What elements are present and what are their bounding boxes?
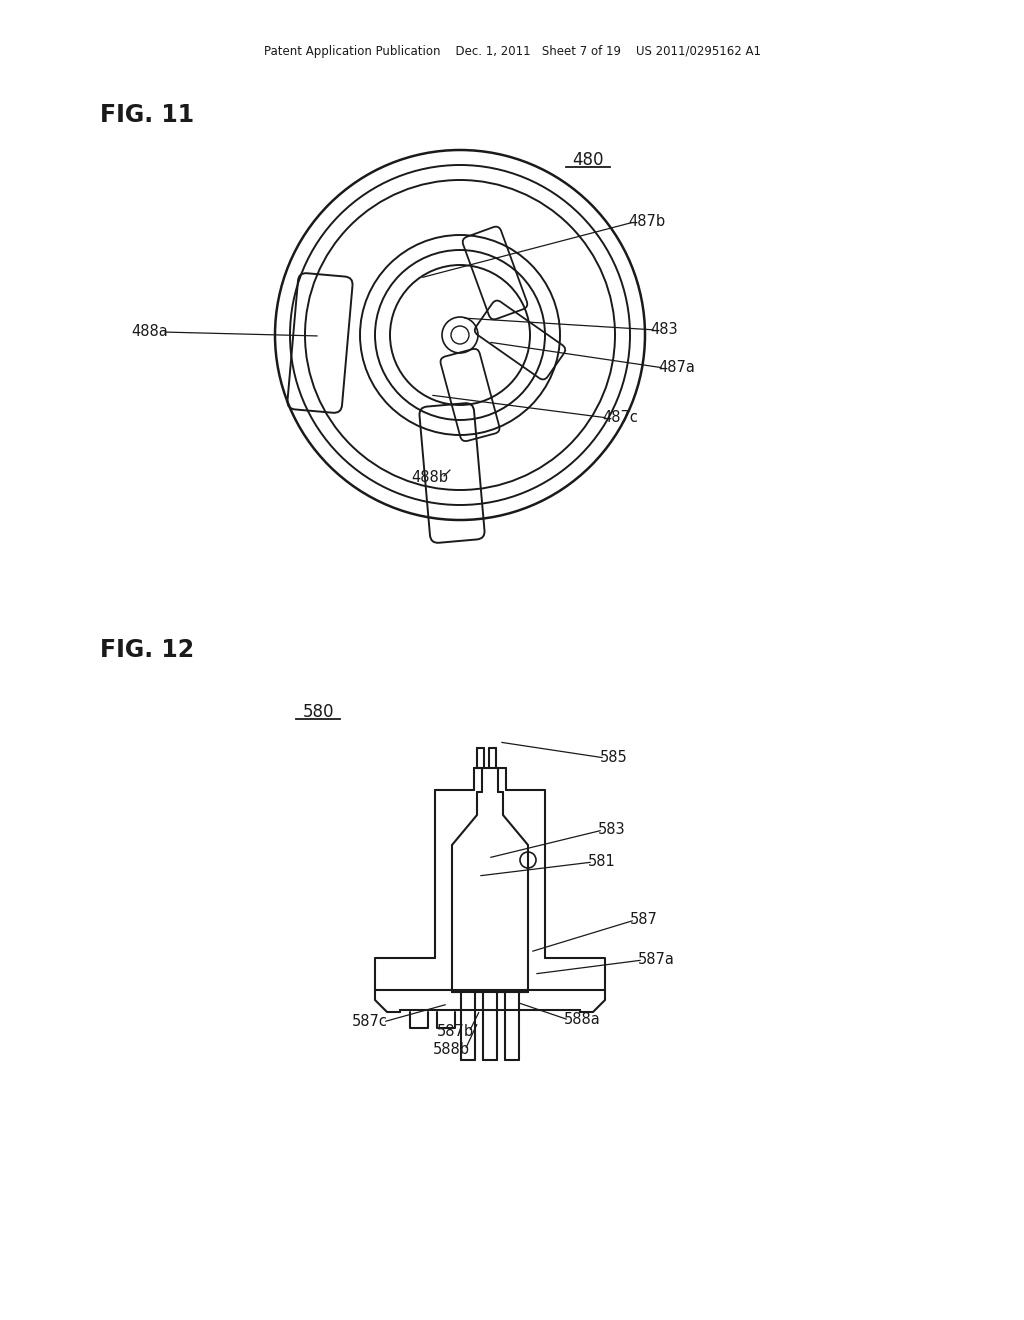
Text: 587: 587 bbox=[630, 912, 657, 928]
Text: 483: 483 bbox=[650, 322, 678, 338]
Text: 588b: 588b bbox=[433, 1043, 470, 1057]
Text: 488a: 488a bbox=[131, 325, 168, 339]
Text: 585: 585 bbox=[600, 751, 628, 766]
Text: 488b: 488b bbox=[411, 470, 449, 486]
Text: FIG. 12: FIG. 12 bbox=[100, 638, 195, 663]
Text: 487b: 487b bbox=[628, 214, 666, 230]
Text: 587a: 587a bbox=[638, 953, 675, 968]
Text: 587c: 587c bbox=[352, 1015, 388, 1030]
Text: 583: 583 bbox=[598, 822, 626, 837]
Text: 487c: 487c bbox=[602, 411, 638, 425]
Text: FIG. 11: FIG. 11 bbox=[100, 103, 195, 127]
Text: 480: 480 bbox=[572, 150, 604, 169]
Text: 487a: 487a bbox=[658, 360, 695, 375]
Text: 581: 581 bbox=[588, 854, 615, 870]
Text: 580: 580 bbox=[302, 704, 334, 721]
Text: Patent Application Publication    Dec. 1, 2011   Sheet 7 of 19    US 2011/029516: Patent Application Publication Dec. 1, 2… bbox=[263, 45, 761, 58]
Text: 588a: 588a bbox=[564, 1012, 601, 1027]
Text: 587b: 587b bbox=[437, 1024, 474, 1040]
